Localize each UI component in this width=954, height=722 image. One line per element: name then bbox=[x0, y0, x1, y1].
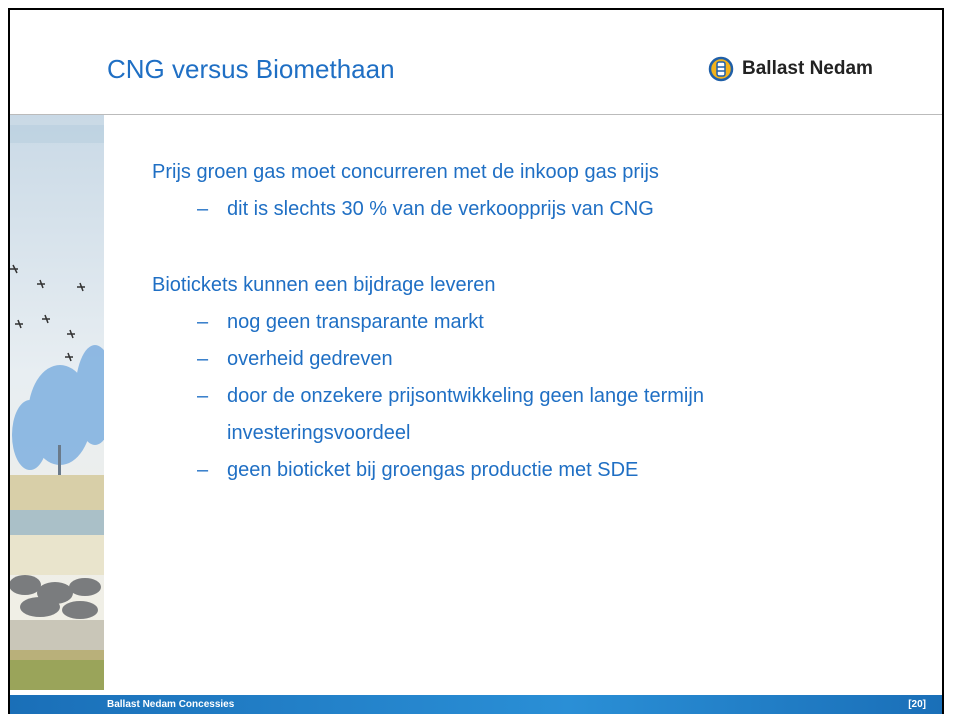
header-rule bbox=[10, 114, 942, 115]
logo-icon bbox=[708, 56, 734, 82]
footer-left: Ballast Nedam Concessies bbox=[107, 699, 234, 710]
sub-bullet: dit is slechts 30 % van de verkoopprijs … bbox=[152, 191, 827, 228]
slide: CNG versus Biomethaan Ballast Nedam bbox=[8, 8, 944, 714]
sub-bullet: nog geen transparante markt bbox=[152, 304, 827, 341]
page-number: [20] bbox=[908, 699, 926, 710]
side-image bbox=[10, 115, 104, 690]
footer-bar: Ballast Nedam Concessies [20] bbox=[10, 695, 942, 714]
bullet: Biotickets kunnen een bijdrage leveren bbox=[152, 267, 892, 304]
slide-title: CNG versus Biomethaan bbox=[107, 54, 395, 85]
page: CNG versus Biomethaan Ballast Nedam bbox=[0, 0, 954, 722]
logo: Ballast Nedam bbox=[708, 56, 873, 82]
sub-bullet: overheid gedreven bbox=[152, 341, 827, 378]
logo-text: Ballast Nedam bbox=[742, 58, 873, 80]
sub-bullet: door de onzekere prijsontwikkeling geen … bbox=[152, 378, 827, 452]
bullet-list: Prijs groen gas moet concurreren met de … bbox=[152, 154, 892, 489]
bullet: Prijs groen gas moet concurreren met de … bbox=[152, 154, 892, 191]
sub-bullet: geen bioticket bij groengas productie me… bbox=[152, 452, 827, 489]
